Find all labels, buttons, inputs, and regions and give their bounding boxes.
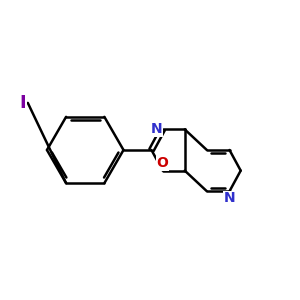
Text: O: O	[157, 156, 169, 170]
Text: N: N	[150, 122, 162, 136]
Text: I: I	[19, 94, 26, 112]
Text: N: N	[224, 191, 235, 205]
